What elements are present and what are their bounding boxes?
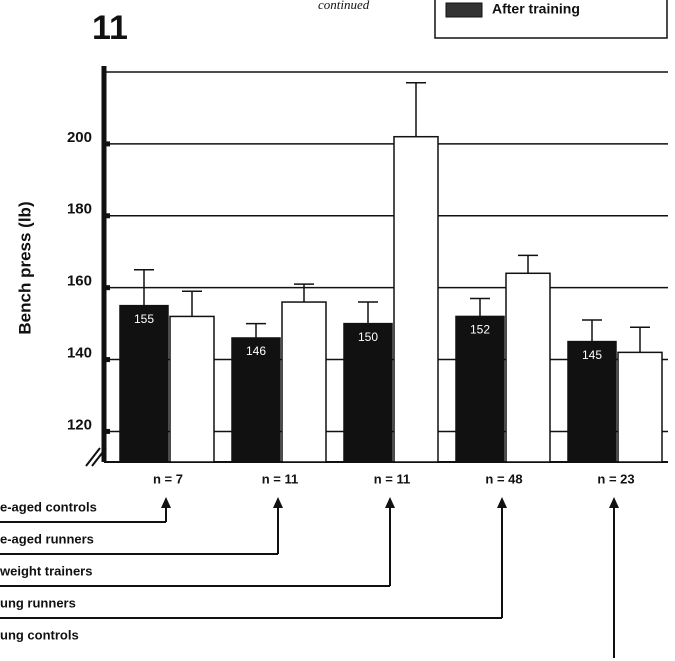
x-tick-label: n = 48: [485, 471, 522, 486]
bar: [567, 340, 617, 463]
legend-box: [434, 0, 668, 39]
value-label: 150: [358, 330, 378, 344]
arrow-head: [609, 497, 619, 508]
y-tick-label: 180: [67, 201, 92, 218]
bar: [281, 301, 327, 463]
value-label: 146: [246, 344, 266, 358]
x-tick-label: n = 11: [374, 471, 411, 486]
y-tick-label: 120: [67, 416, 92, 433]
group-label: ung controls: [0, 627, 79, 642]
group-label: ung runners: [0, 595, 76, 610]
axis-break: [91, 447, 107, 467]
bar: [505, 272, 551, 463]
y-tick-label: 160: [67, 273, 92, 290]
x-tick-label: n = 11: [262, 471, 299, 486]
figure-number: 11: [92, 9, 128, 47]
note: continued: [318, 0, 370, 12]
arrow-head: [385, 497, 395, 508]
arrow-head: [497, 497, 507, 508]
y-tick-label: 140: [67, 345, 92, 362]
arrow-head: [273, 497, 283, 508]
x-tick-label: n = 23: [597, 471, 634, 486]
group-label: e-aged controls: [0, 499, 97, 514]
y-tick-label: 200: [67, 129, 92, 146]
bar: [393, 135, 439, 463]
group-label: e-aged runners: [0, 531, 94, 546]
value-label: 155: [134, 312, 154, 326]
value-label: 152: [470, 323, 490, 337]
value-label: 145: [582, 348, 602, 362]
axis-break: [85, 447, 101, 467]
bar: [455, 315, 505, 463]
arrow-head: [161, 497, 171, 508]
y-axis-title: Bench press (lb): [15, 201, 34, 334]
bar: [343, 322, 393, 463]
x-tick-label: n = 7: [153, 471, 183, 486]
bar: [617, 351, 663, 463]
bar: [119, 304, 169, 463]
bar: [231, 337, 281, 463]
legend-swatch: [445, 2, 483, 18]
legend-label: After training: [492, 1, 580, 17]
group-label: weight trainers: [0, 563, 92, 578]
bar: [169, 315, 215, 463]
